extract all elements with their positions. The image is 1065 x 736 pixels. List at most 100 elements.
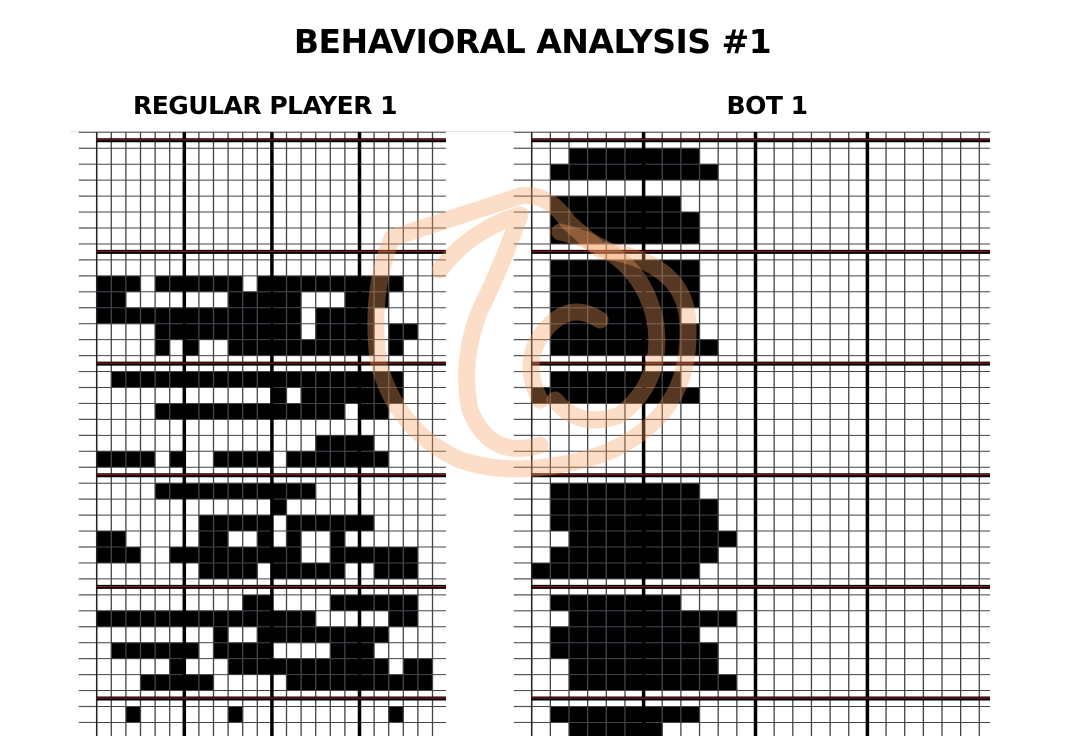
cell-filled: [643, 371, 663, 388]
cell-filled: [568, 227, 589, 245]
cell-filled: [605, 626, 626, 644]
cell-filled: [605, 291, 626, 309]
cell-filled: [624, 562, 645, 580]
cell-filled: [549, 195, 570, 213]
cell-filled: [624, 339, 645, 356]
cell-filled: [624, 291, 645, 309]
cell-filled: [587, 658, 607, 676]
cell-filled: [624, 307, 645, 325]
cell-filled: [661, 195, 682, 213]
cell-filled: [680, 147, 700, 165]
cell-filled: [624, 626, 645, 644]
cell-filled: [568, 163, 589, 181]
cell-filled: [587, 195, 607, 213]
cell-filled: [531, 387, 551, 404]
cell-filled: [643, 323, 663, 341]
cell-filled: [605, 562, 626, 580]
cell-filled: [661, 530, 682, 548]
cell-filled: [605, 339, 626, 356]
cell-filled: [643, 147, 663, 165]
cell-filled: [699, 674, 719, 691]
cell-filled: [680, 626, 700, 644]
cell-filled: [605, 387, 626, 404]
cell-filled: [605, 147, 626, 165]
cell-filled: [605, 227, 626, 245]
cell-filled: [661, 594, 682, 612]
cell-filled: [643, 307, 663, 325]
cell-filled: [643, 163, 663, 181]
cell-filled: [568, 706, 589, 723]
cell-filled: [568, 291, 589, 309]
cell-filled: [568, 371, 589, 388]
cell-filled: [624, 706, 645, 723]
cell-filled: [568, 307, 589, 325]
cell-filled: [587, 163, 607, 181]
cell-filled: [624, 275, 645, 293]
cell-filled: [549, 307, 570, 325]
cell-filled: [661, 387, 682, 404]
cell-filled: [680, 610, 700, 628]
cell-filled: [587, 227, 607, 245]
cell-filled: [661, 658, 682, 676]
cell-filled: [549, 339, 570, 356]
cell-filled: [643, 482, 663, 500]
cell-filled: [568, 626, 589, 644]
cell-filled: [624, 147, 645, 165]
cell-filled: [643, 722, 663, 736]
cell-filled: [605, 163, 626, 181]
cell-filled: [605, 482, 626, 500]
cell-filled: [549, 259, 570, 277]
cell-filled: [680, 562, 700, 580]
cell-filled: [624, 546, 645, 564]
cell-filled: [699, 530, 719, 548]
cell-filled: [568, 498, 589, 516]
cell-filled: [624, 594, 645, 612]
panel-title-bot: BOT 1: [726, 91, 808, 120]
cell-filled: [549, 163, 570, 181]
cell-filled: [680, 498, 700, 516]
cell-filled: [587, 291, 607, 309]
cell-filled: [587, 498, 607, 516]
cell-filled: [587, 323, 607, 341]
cell-filled: [624, 642, 645, 660]
cell-filled: [680, 514, 700, 532]
cell-filled: [643, 642, 663, 660]
cell-filled: [568, 275, 589, 293]
cell-filled: [661, 147, 682, 165]
cell-filled: [643, 610, 663, 628]
cell-filled: [605, 674, 626, 691]
cell-filled: [587, 482, 607, 500]
cell-filled: [568, 674, 589, 691]
cell-filled: [624, 227, 645, 245]
cell-filled: [661, 706, 682, 723]
cell-filled: [605, 594, 626, 612]
cell-filled: [549, 323, 570, 341]
cell-filled: [587, 642, 607, 660]
cell-filled: [549, 514, 570, 532]
cell-filled: [549, 546, 570, 564]
cell-filled: [605, 514, 626, 532]
cell-filled: [643, 195, 663, 213]
cell-filled: [624, 658, 645, 676]
cell-filled: [643, 594, 663, 612]
cell-filled: [568, 323, 589, 341]
cell-filled: [717, 674, 738, 691]
cell-filled: [699, 339, 719, 356]
cell-filled: [661, 259, 682, 277]
cell-filled: [643, 562, 663, 580]
cell-filled: [568, 594, 589, 612]
cell-filled: [587, 387, 607, 404]
cell-filled: [643, 658, 663, 676]
cell-filled: [643, 227, 663, 245]
page-title: BEHAVIORAL ANALYSIS #1: [293, 22, 772, 61]
cell-filled: [568, 562, 589, 580]
cell-filled: [549, 211, 570, 229]
cell-filled: [680, 275, 700, 293]
cell-filled: [680, 163, 700, 181]
cell-filled: [568, 610, 589, 628]
cell-filled: [568, 211, 589, 229]
cell-filled: [699, 658, 719, 676]
cell-filled: [605, 642, 626, 660]
cell-filled: [549, 275, 570, 293]
cell-filled: [643, 339, 663, 356]
